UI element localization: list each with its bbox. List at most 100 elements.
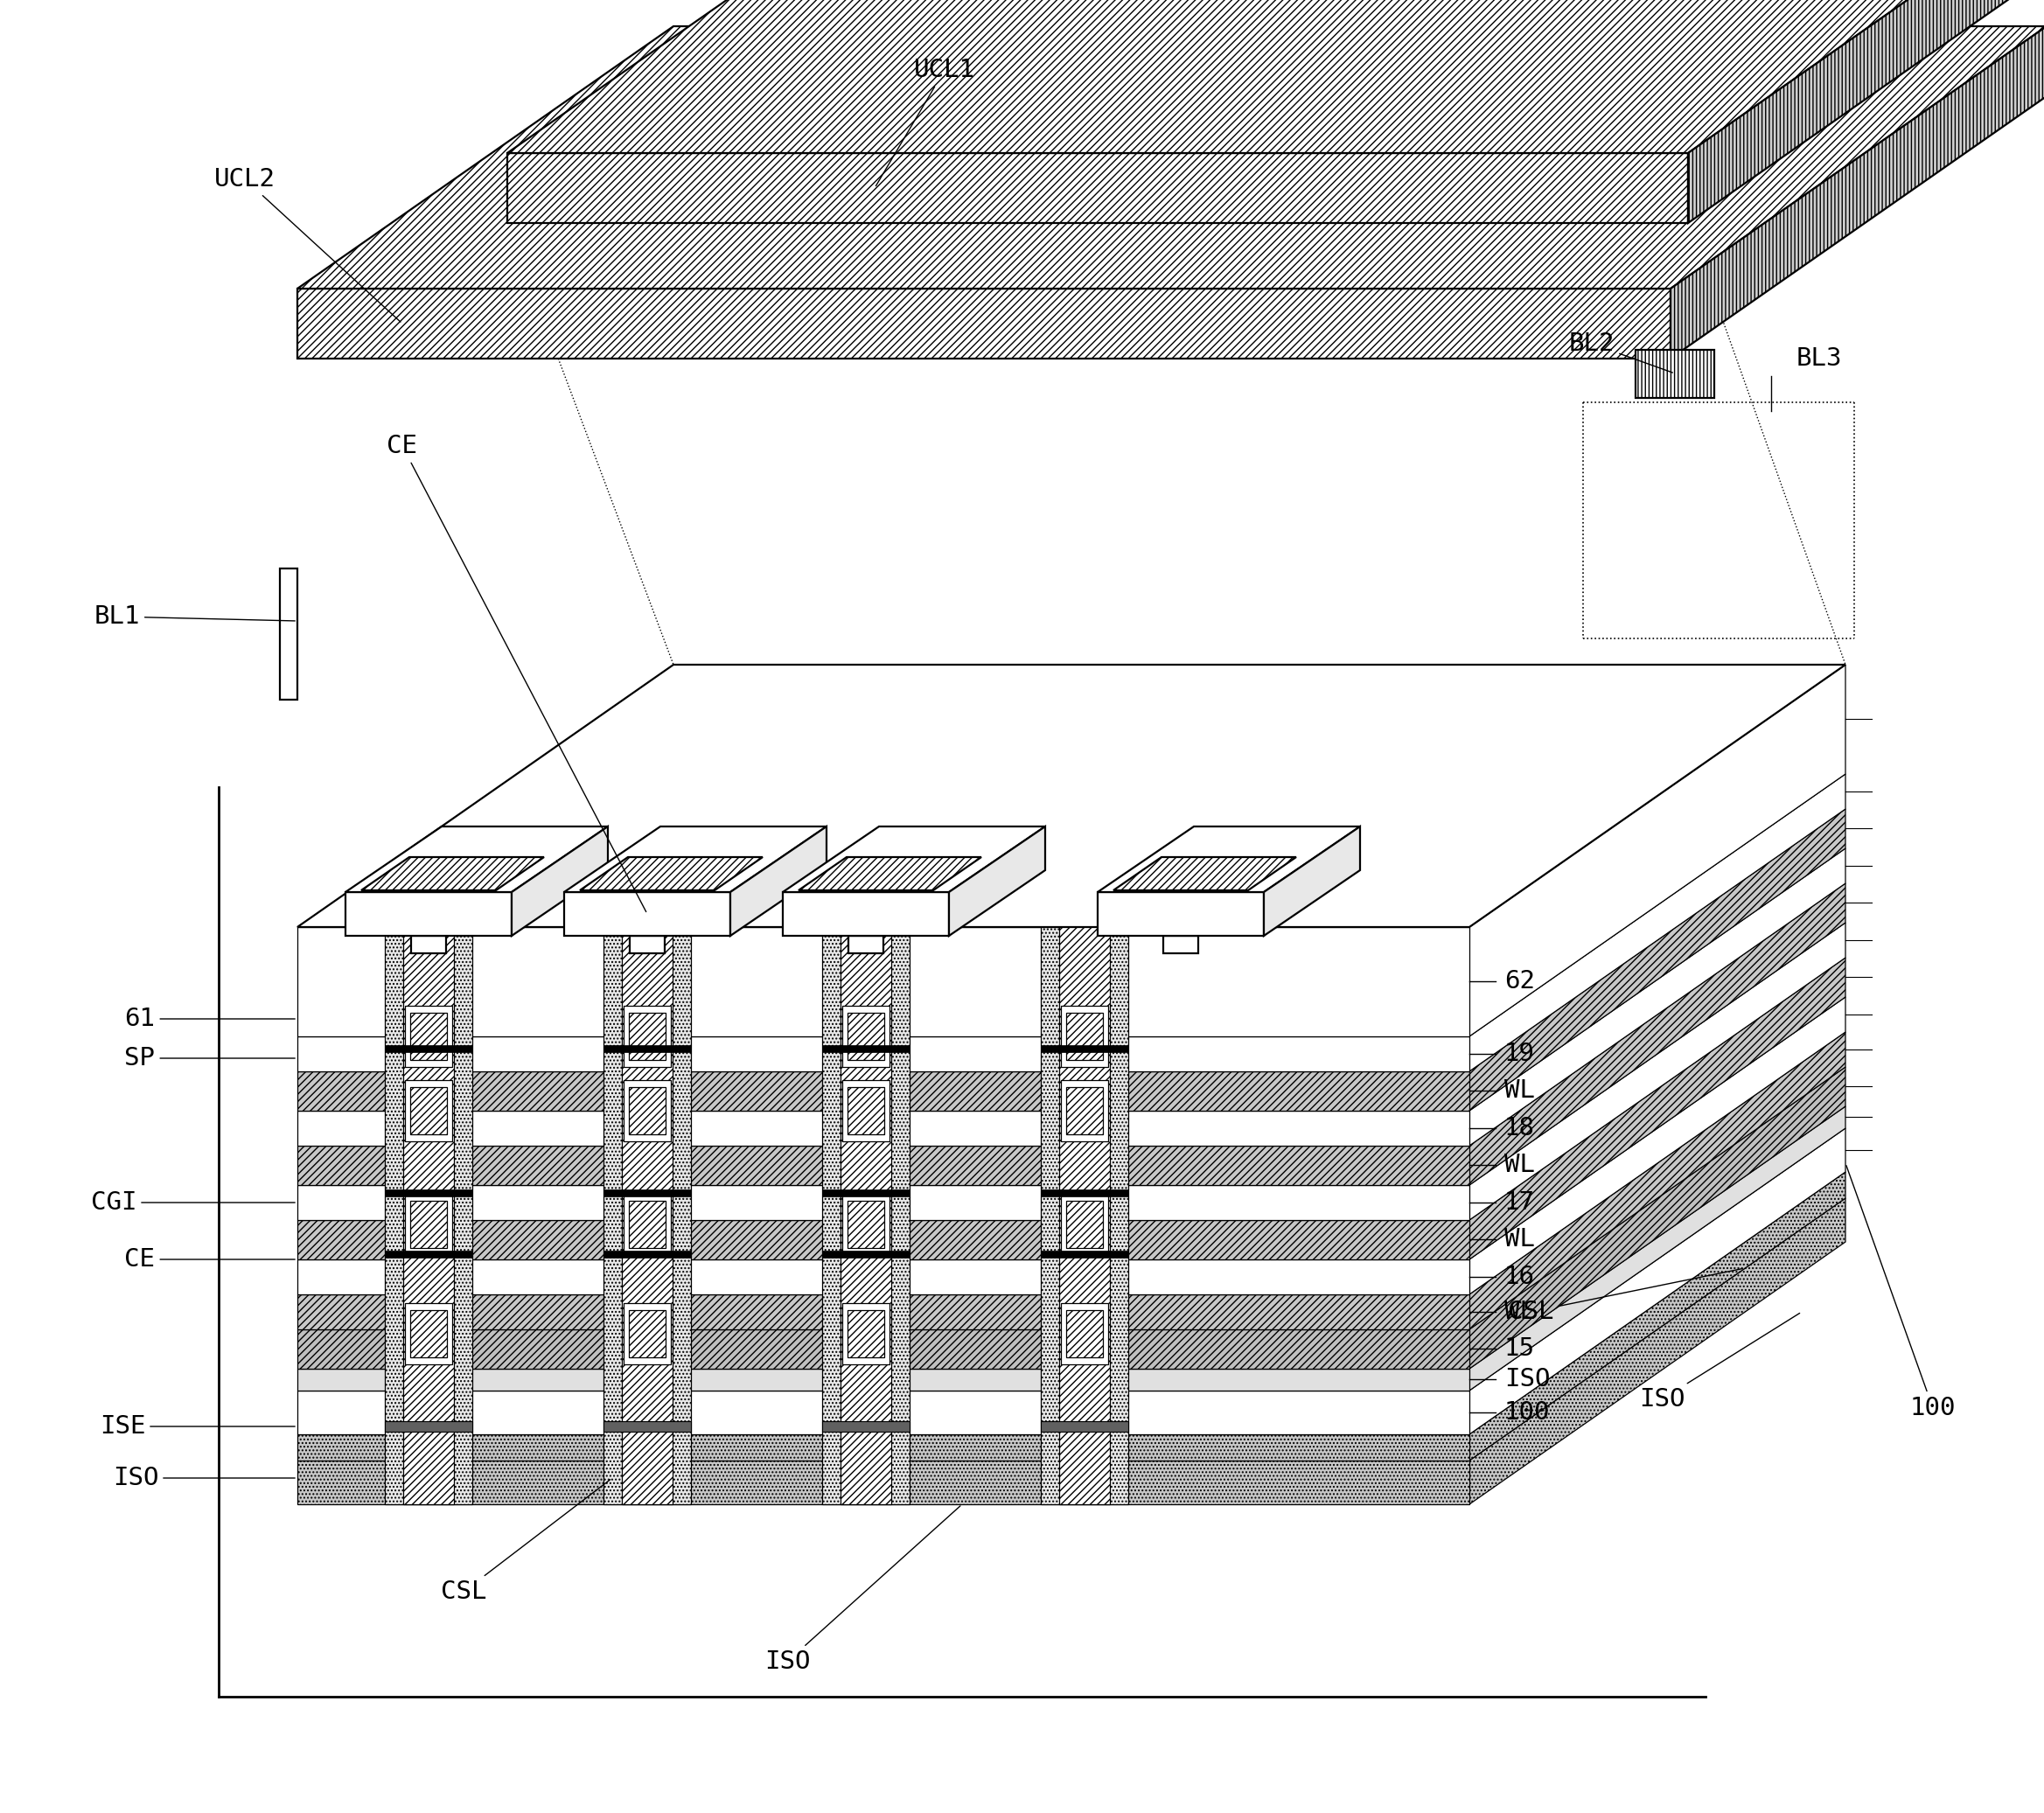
Polygon shape <box>1470 997 1846 1294</box>
Text: CE: CE <box>125 1247 294 1271</box>
Polygon shape <box>296 288 1670 359</box>
Polygon shape <box>630 936 664 954</box>
Polygon shape <box>1061 1193 1108 1255</box>
Polygon shape <box>296 1461 1470 1505</box>
Polygon shape <box>405 1006 452 1068</box>
Polygon shape <box>1470 923 1846 1220</box>
Polygon shape <box>799 858 981 890</box>
Polygon shape <box>384 926 472 1505</box>
Polygon shape <box>848 1013 885 1061</box>
Polygon shape <box>507 152 1688 223</box>
Polygon shape <box>296 1111 1470 1146</box>
Polygon shape <box>384 1251 472 1258</box>
Polygon shape <box>1470 665 1846 1037</box>
Polygon shape <box>848 936 883 954</box>
Polygon shape <box>345 827 607 892</box>
Polygon shape <box>296 1434 1470 1461</box>
Polygon shape <box>1470 1106 1846 1391</box>
Polygon shape <box>621 926 672 1505</box>
Polygon shape <box>783 892 948 936</box>
Polygon shape <box>1067 1013 1104 1061</box>
Polygon shape <box>296 1294 1470 1329</box>
Text: ISO: ISO <box>112 1465 294 1490</box>
Polygon shape <box>1470 809 1846 1111</box>
Polygon shape <box>384 1421 472 1432</box>
Polygon shape <box>623 1193 670 1255</box>
Polygon shape <box>783 827 1044 892</box>
Polygon shape <box>1040 1421 1128 1432</box>
Polygon shape <box>1114 858 1296 890</box>
Polygon shape <box>1470 957 1846 1260</box>
Polygon shape <box>1470 848 1846 1146</box>
Polygon shape <box>411 1088 448 1135</box>
Polygon shape <box>1067 1088 1104 1135</box>
Text: 17: 17 <box>1504 1191 1535 1215</box>
Polygon shape <box>1635 350 1715 397</box>
Polygon shape <box>623 1304 670 1365</box>
Polygon shape <box>822 1044 910 1052</box>
Polygon shape <box>384 1189 472 1197</box>
Text: BL2: BL2 <box>1570 332 1672 373</box>
Polygon shape <box>1061 1006 1108 1068</box>
Text: BL3: BL3 <box>1797 346 1842 372</box>
Polygon shape <box>296 1220 1470 1260</box>
Polygon shape <box>842 1304 889 1365</box>
Polygon shape <box>1470 1032 1846 1329</box>
Polygon shape <box>1059 926 1110 1505</box>
Polygon shape <box>296 25 2044 288</box>
Polygon shape <box>822 1189 910 1197</box>
Polygon shape <box>848 1088 885 1135</box>
Text: 19: 19 <box>1504 1042 1535 1066</box>
Polygon shape <box>1040 1189 1128 1197</box>
Polygon shape <box>1163 936 1198 954</box>
Polygon shape <box>345 892 511 936</box>
Polygon shape <box>280 569 296 700</box>
Text: 16: 16 <box>1504 1265 1535 1289</box>
Polygon shape <box>511 827 607 936</box>
Polygon shape <box>1470 883 1846 1186</box>
Polygon shape <box>822 1251 910 1258</box>
Text: CSL: CSL <box>1508 1269 1741 1323</box>
Polygon shape <box>630 1088 666 1135</box>
Polygon shape <box>842 1081 889 1142</box>
Polygon shape <box>564 892 730 936</box>
Polygon shape <box>296 1329 1470 1369</box>
Polygon shape <box>848 1200 885 1247</box>
Text: 100: 100 <box>1504 1400 1549 1425</box>
Text: 18: 18 <box>1504 1117 1535 1140</box>
Polygon shape <box>1061 1081 1108 1142</box>
Polygon shape <box>623 1081 670 1142</box>
Text: WL: WL <box>1504 1300 1535 1323</box>
Polygon shape <box>1470 1068 1846 1369</box>
Polygon shape <box>1067 1200 1104 1247</box>
Polygon shape <box>848 1311 885 1358</box>
Polygon shape <box>403 926 454 1505</box>
Polygon shape <box>1098 827 1359 892</box>
Polygon shape <box>630 1013 666 1061</box>
Polygon shape <box>1670 25 2044 359</box>
Polygon shape <box>1688 0 2044 223</box>
Text: BL1: BL1 <box>94 604 294 629</box>
Polygon shape <box>623 1006 670 1068</box>
Text: WL: WL <box>1504 1153 1535 1177</box>
Polygon shape <box>603 1044 691 1052</box>
Text: 62: 62 <box>1504 968 1535 994</box>
Polygon shape <box>296 665 1846 926</box>
Polygon shape <box>603 1251 691 1258</box>
Text: ISO: ISO <box>764 1507 961 1673</box>
Polygon shape <box>1061 1304 1108 1365</box>
Text: CE: CE <box>386 433 646 912</box>
Polygon shape <box>603 1189 691 1197</box>
Polygon shape <box>296 926 1470 1037</box>
Polygon shape <box>296 1071 1470 1111</box>
Polygon shape <box>1470 1128 1846 1434</box>
Polygon shape <box>948 827 1044 936</box>
Polygon shape <box>1470 1171 1846 1461</box>
Polygon shape <box>405 1081 452 1142</box>
Text: 100: 100 <box>1846 1166 1956 1420</box>
Polygon shape <box>603 1421 691 1432</box>
Polygon shape <box>1040 926 1128 1505</box>
Polygon shape <box>362 858 544 890</box>
Polygon shape <box>1040 1044 1128 1052</box>
Polygon shape <box>822 926 910 1505</box>
